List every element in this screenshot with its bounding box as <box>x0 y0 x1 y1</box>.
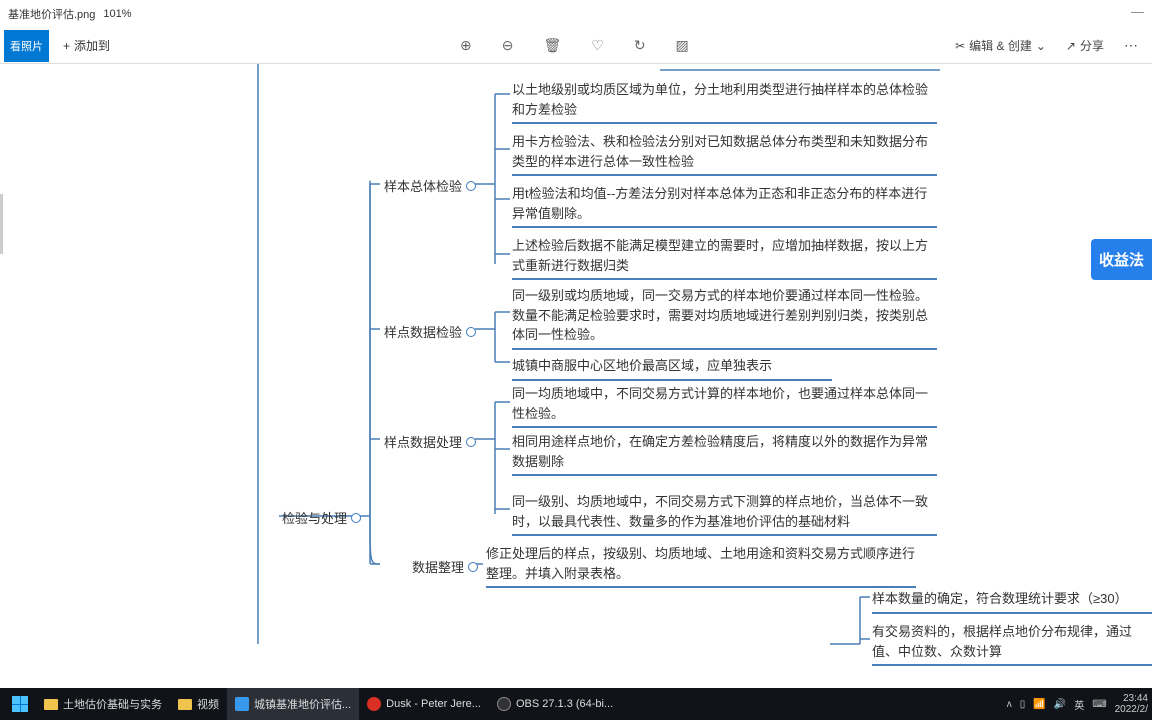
task-folder-2[interactable]: 视频 <box>170 688 227 720</box>
filename: 基准地价评估.png <box>8 6 95 22</box>
tray-battery-icon[interactable]: ▯ <box>1020 699 1026 710</box>
scrollbar-left[interactable] <box>0 194 3 254</box>
zoom-level: 101% <box>103 8 131 20</box>
leaf-b2-0[interactable]: 同一级别或均质地域，同一交易方式的样本地价要通过样本同一性检验。数量不能满足检验… <box>512 286 937 350</box>
minimize-icon[interactable]: — <box>1131 4 1144 19</box>
node-b4[interactable]: 数据整理 <box>412 557 464 576</box>
heart-icon[interactable]: ♡ <box>591 37 604 54</box>
add-to-button[interactable]: + 添加到 <box>63 37 110 54</box>
zoom-out-icon[interactable]: ⊖ <box>502 37 514 54</box>
leaf-b4[interactable]: 修正处理后的样点，按级别、均质地域、土地用途和资料交易方式顺序进行整理。并填入附… <box>486 544 916 588</box>
folder-icon <box>44 699 58 710</box>
start-button[interactable] <box>4 688 36 720</box>
task-obs[interactable]: OBS 27.1.3 (64-bi... <box>489 688 621 720</box>
edit-create-button[interactable]: ✂ 编辑 & 创建 ⌄ <box>955 37 1046 54</box>
leaf-extra-1[interactable]: 有交易资料的，根据样点地价分布规律，通过值、中位数、众数计算 <box>872 622 1152 666</box>
leaf-b2-1[interactable]: 城镇中商服中心区地价最高区域，应单独表示 <box>512 356 832 381</box>
share-icon: ↗ <box>1066 39 1076 53</box>
node-b1[interactable]: 样本总体检验 <box>384 176 462 195</box>
node-b2[interactable]: 样点数据检验 <box>384 322 462 341</box>
node-root[interactable]: 检验与处理 <box>282 508 347 527</box>
tray-ime[interactable]: 英 <box>1074 697 1084 712</box>
view-photo-button[interactable]: 看照片 <box>4 30 49 62</box>
tray-wifi-icon[interactable]: 📶 <box>1033 699 1045 710</box>
task-music[interactable]: Dusk - Peter Jere... <box>359 688 489 720</box>
leaf-b1-2[interactable]: 用t检验法和均值--方差法分别对样本总体为正态和非正态分布的样本进行异常值剔除。 <box>512 184 937 228</box>
node-b3[interactable]: 样点数据处理 <box>384 432 462 451</box>
photos-icon <box>235 697 249 711</box>
side-tag[interactable]: 收益法 <box>1091 239 1152 280</box>
chevron-down-icon: ⌄ <box>1036 39 1046 53</box>
rotate-icon[interactable]: ↻ <box>634 37 646 54</box>
music-icon <box>367 697 381 711</box>
mindmap-canvas[interactable]: 检验与处理 样本总体检验 以土地级别或均质区域为单位，分土地利用类型进行抽样样本… <box>0 64 1152 684</box>
tray-time[interactable]: 23:44 <box>1115 693 1148 704</box>
plus-icon: + <box>63 39 70 53</box>
leaf-b1-0[interactable]: 以土地级别或均质区域为单位，分土地利用类型进行抽样样本的总体检验和方差检验 <box>512 80 937 124</box>
tray-keyboard-icon[interactable]: ⌨ <box>1092 699 1106 710</box>
task-folder-1[interactable]: 土地估价基础与实务 <box>36 688 170 720</box>
zoom-in-icon[interactable]: ⊕ <box>460 37 472 54</box>
task-photos[interactable]: 城镇基准地价评估... <box>227 688 359 720</box>
leaf-b3-1[interactable]: 相同用途样点地价，在确定方差检验精度后，将精度以外的数据作为异常数据剔除 <box>512 432 937 476</box>
leaf-b3-2[interactable]: 同一级别、均质地域中，不同交易方式下测算的样点地价，当总体不一致时，以最具代表性… <box>512 492 937 536</box>
leaf-b3-0[interactable]: 同一均质地域中，不同交易方式计算的样本地价，也要通过样本总体同一性检验。 <box>512 384 937 428</box>
delete-icon[interactable]: 🗑 <box>543 37 561 54</box>
tray-date: 2022/2/ <box>1115 704 1148 715</box>
taskbar: 土地估价基础与实务 视频 城镇基准地价评估... Dusk - Peter Je… <box>0 688 1152 720</box>
more-icon[interactable]: ⋯ <box>1124 37 1138 54</box>
scissors-icon: ✂ <box>955 39 965 53</box>
leaf-extra-0[interactable]: 样本数量的确定，符合数理统计要求（≥30） <box>872 589 1152 614</box>
toolbar: 看照片 + 添加到 ⊕ ⊖ 🗑 ♡ ↻ ▨ ✂ 编辑 & 创建 ⌄ ↗ 分享 ⋯ <box>0 28 1152 64</box>
share-button[interactable]: ↗ 分享 <box>1066 37 1104 54</box>
tray-chevron-icon[interactable]: ᴧ <box>1007 699 1012 710</box>
tray-volume-icon[interactable]: 🔊 <box>1054 699 1066 710</box>
obs-icon <box>497 697 511 711</box>
leaf-b1-3[interactable]: 上述检验后数据不能满足模型建立的需要时，应增加抽样数据，按以上方式重新进行数据归… <box>512 236 937 280</box>
folder-icon <box>178 699 192 710</box>
crop-icon[interactable]: ▨ <box>676 37 689 54</box>
leaf-b1-1[interactable]: 用卡方检验法、秩和检验法分别对已知数据总体分布类型和未知数据分布类型的样本进行总… <box>512 132 937 176</box>
